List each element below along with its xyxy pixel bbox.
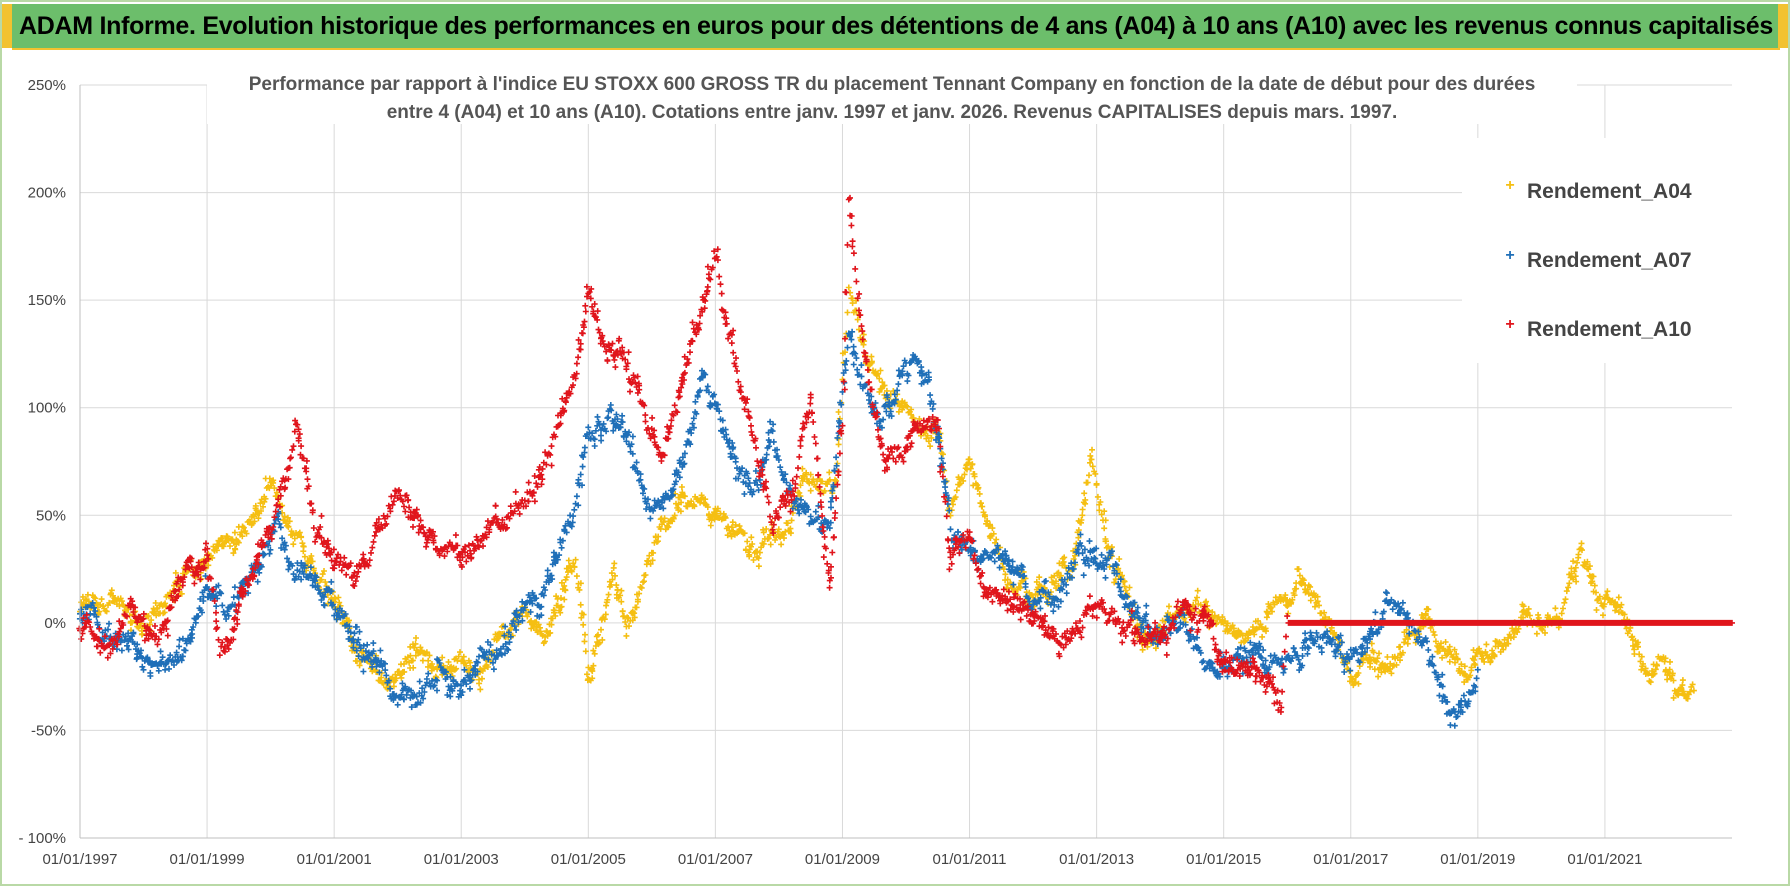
scatter-chart: 250% 200% 150% 100% 50% 0% -50% - 100% 01/01/199… — [18, 66, 1735, 868]
y-tick-label: 150% — [28, 292, 66, 309]
legend-marker-a10: + — [1505, 316, 1514, 333]
chart-title-line1: Performance par rapport à l'indice EU ST… — [249, 74, 1536, 95]
chart-title-background — [207, 66, 1577, 124]
x-tick-label: 01/01/2001 — [297, 851, 372, 868]
legend-marker-a04: + — [1505, 177, 1514, 194]
grid — [79, 84, 1732, 839]
y-tick-label: 100% — [28, 400, 66, 417]
y-tick-label: 50% — [36, 507, 66, 524]
legend-label-a07: Rendement_A07 — [1527, 249, 1692, 272]
axes: 250% 200% 150% 100% 50% 0% -50% - 100% 01/01/199… — [18, 77, 1732, 868]
x-tick-label: 01/01/2011 — [933, 851, 1007, 868]
legend-label-a04: Rendement_A04 — [1527, 180, 1692, 203]
series-a04 — [77, 284, 1697, 702]
x-tick-label: 01/01/2021 — [1567, 851, 1642, 868]
banner-accent-right — [1778, 4, 1788, 48]
legend-background — [1462, 138, 1732, 363]
legend-label-a10: Rendement_A10 — [1527, 318, 1692, 341]
banner: ADAM Informe. Evolution historique des p… — [12, 4, 1780, 50]
x-tick-label: 01/01/2013 — [1059, 851, 1134, 868]
x-tick-label: 01/01/1999 — [170, 851, 245, 868]
y-tick-label: - 100% — [18, 830, 66, 847]
banner-accent-left — [2, 4, 12, 48]
chart-title-line2: entre 4 (A04) et 10 ans (A10). Cotations… — [387, 102, 1398, 123]
banner-title: ADAM Informe. Evolution historique des p… — [19, 12, 1773, 40]
x-tick-label: 01/01/2009 — [805, 851, 880, 868]
y-tick-label: 250% — [28, 77, 66, 94]
x-tick-label: 01/01/2019 — [1440, 851, 1515, 868]
y-tick-label: 0% — [44, 615, 66, 632]
x-tick-label: 01/01/2005 — [551, 851, 626, 868]
x-tick-label: 01/01/2017 — [1313, 851, 1388, 868]
y-tick-label: -50% — [31, 722, 66, 739]
chart-title: Performance par rapport à l'indice EU ST… — [207, 66, 1577, 124]
x-tick-label: 01/01/1997 — [42, 851, 117, 868]
series-a04-markers — [77, 284, 1697, 702]
y-tick-label: 200% — [28, 185, 66, 202]
data-points — [76, 194, 1735, 729]
x-tick-label: 01/01/2007 — [678, 851, 753, 868]
legend: + Rendement_A04 + Rendement_A07 + Rendem… — [1462, 138, 1732, 363]
x-tick-label: 01/01/2003 — [424, 851, 499, 868]
legend-marker-a07: + — [1505, 247, 1514, 264]
x-tick-label: 01/01/2015 — [1186, 851, 1261, 868]
